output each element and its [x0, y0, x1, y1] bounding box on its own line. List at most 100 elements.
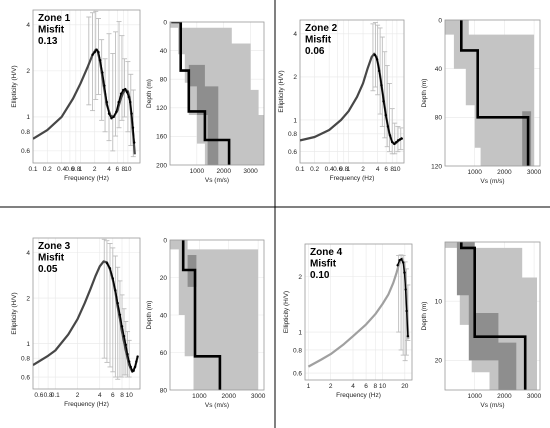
x-tick-label: 0.1 — [295, 166, 304, 173]
observed-point — [384, 113, 388, 117]
profile-envelope-dark — [522, 111, 532, 166]
x-tick-label: 8 — [374, 383, 378, 390]
x-tick-label: 6 — [116, 166, 120, 173]
x-axis-label: Frequency (Hz) — [64, 175, 109, 182]
x-axis-label: Vs (m/s) — [205, 402, 229, 409]
y-tick-label: 60 — [160, 350, 168, 357]
observed-point — [105, 262, 109, 265]
observed-point — [97, 50, 100, 54]
observed-point — [101, 71, 104, 74]
y-axis-label: Ellipticity (H/V) — [278, 70, 285, 112]
observed-point — [126, 353, 129, 356]
observed-point — [382, 100, 385, 103]
observed-point — [119, 92, 123, 95]
x-tick-label: 6 — [384, 166, 388, 173]
observed-point — [95, 48, 98, 51]
x-tick-label: 2 — [93, 166, 97, 173]
x-tick-label: 4 — [107, 166, 111, 173]
observed-point — [373, 53, 377, 57]
observed-point — [403, 271, 406, 274]
x-tick-label: 8 — [121, 166, 125, 173]
y-tick-label: 0.8 — [293, 347, 302, 354]
x-tick-label: 1000 — [192, 393, 207, 400]
best-profile — [460, 20, 530, 166]
zone-label-line: Zone 3 — [38, 241, 71, 252]
plot-frame — [299, 19, 405, 164]
zone-label-line: Misfit — [305, 35, 332, 46]
x-tick-label: 0.2 — [310, 166, 319, 173]
y-tick-label: 200 — [156, 162, 167, 169]
x-tick-label: 0.6 — [34, 392, 43, 399]
plot-contents — [445, 242, 537, 390]
x-tick-label: 0.1 — [28, 166, 37, 173]
y-tick-label: 160 — [156, 134, 167, 141]
observed-point — [133, 365, 137, 369]
y-tick-label: 1 — [298, 329, 302, 336]
observed-point — [131, 126, 135, 129]
y-axis-label: Ellipticity (H/V) — [11, 292, 18, 334]
x-tick-label: 0.6 — [65, 166, 74, 173]
zone-label-line: Zone 4 — [310, 247, 343, 258]
plot-contents — [300, 22, 404, 155]
x-tick-label: 4 — [376, 166, 380, 173]
x-tick-label: 3000 — [527, 393, 542, 400]
y-tick-label: 1 — [26, 341, 30, 348]
observed-point — [380, 83, 383, 87]
y-tick-label: 4 — [293, 31, 297, 38]
observed-point — [135, 360, 138, 363]
best-profile — [171, 22, 231, 165]
observed-point — [129, 365, 132, 369]
x-axis-label: Vs (m/s) — [205, 177, 229, 184]
x-tick-label: 0.8 — [71, 166, 80, 173]
zone-label-line: Misfit — [38, 253, 65, 264]
x-tick-label: 8 — [390, 166, 394, 173]
plot-contents — [170, 22, 264, 165]
y-tick-label: 2 — [293, 74, 297, 81]
observed-point — [110, 117, 113, 120]
profile-envelope-dark — [456, 242, 517, 390]
observed-point — [388, 134, 392, 137]
plot-contents — [33, 10, 136, 158]
observed-point — [377, 69, 381, 73]
plot-frame — [444, 241, 541, 391]
x-tick-label: 1000 — [467, 169, 482, 176]
observed-point — [396, 139, 400, 142]
observed-point — [105, 100, 109, 104]
x-tick-label: 4 — [98, 392, 102, 399]
x-tick-label: 0.8 — [339, 166, 348, 173]
plot-frame — [169, 21, 265, 166]
y-tick-label: 20 — [160, 275, 168, 282]
observed-point — [115, 110, 118, 114]
observed-point — [129, 100, 132, 104]
profile-panel-6: 1000 2000 3000 0 20 40 60 80 Vs (m/s) Depth (m) — [146, 237, 266, 409]
observed-point — [406, 334, 410, 338]
plot-frame — [444, 19, 541, 167]
x-tick-label: 0.6 — [333, 166, 342, 173]
x-tick-label: 1000 — [190, 168, 205, 175]
x-tick-label: 20 — [401, 383, 409, 390]
x-tick-label: 0.4 — [57, 166, 66, 173]
y-tick-label: 80 — [160, 387, 168, 394]
x-tick-label: 10 — [379, 383, 387, 390]
observed-point — [98, 58, 102, 62]
profile-envelope-light — [445, 20, 535, 166]
x-tick-label: 3000 — [527, 169, 542, 176]
observed-point — [120, 325, 124, 328]
y-tick-label: 4 — [26, 250, 30, 257]
best-profile — [460, 242, 527, 390]
plot-frame — [32, 237, 141, 390]
y-tick-label: 0.8 — [21, 129, 30, 136]
observed-point — [122, 88, 125, 92]
profile-panel-2: 1000 2000 3000 0 40 80 120 160 200 Vs (m/s) Depth … — [146, 19, 265, 184]
plot-frame — [304, 243, 413, 381]
x-tick-label: 10 — [393, 166, 401, 173]
observed-point — [107, 112, 111, 115]
best-profile — [181, 240, 222, 390]
observed-point — [400, 137, 403, 140]
observed-point — [122, 334, 126, 338]
y-axis-label: Ellipticity (H/V) — [11, 65, 18, 107]
observed-point — [124, 343, 128, 347]
